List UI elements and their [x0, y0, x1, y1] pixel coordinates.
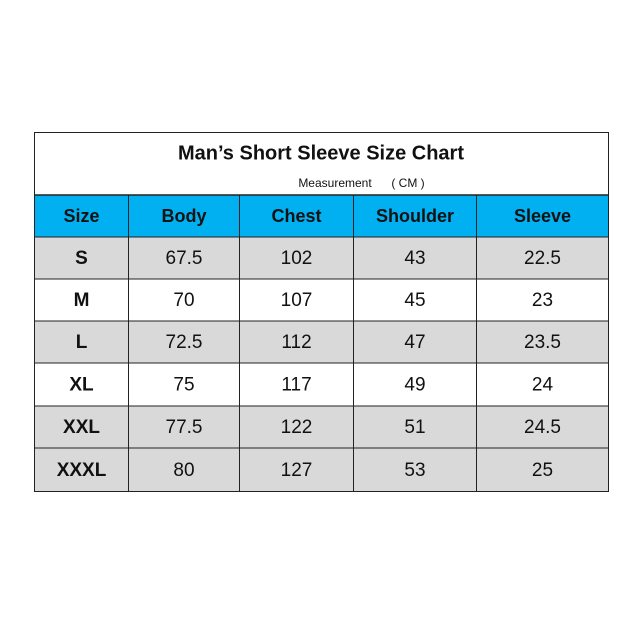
cell: 80 — [173, 460, 194, 481]
size-label: XL — [69, 375, 94, 396]
title: Man’s Short Sleeve Size Chart — [178, 142, 464, 164]
cell: 107 — [281, 290, 313, 311]
cell: 53 — [404, 460, 425, 481]
subtitle: Measurement — [298, 176, 372, 190]
cell: 45 — [404, 290, 425, 311]
size-label: L — [76, 332, 88, 353]
cell: 47 — [404, 332, 425, 353]
header-row — [34, 194, 609, 238]
cell: 43 — [404, 248, 425, 269]
cell: 24.5 — [524, 417, 561, 438]
table-row — [34, 278, 609, 322]
cell: 72.5 — [166, 332, 203, 353]
cell: 102 — [281, 248, 313, 269]
table-row — [34, 236, 609, 280]
cell: 117 — [281, 375, 311, 396]
table-row — [34, 405, 609, 449]
cell: 75 — [173, 375, 194, 396]
cell: 51 — [404, 417, 425, 438]
size-label: M — [74, 290, 90, 311]
cell: 23.5 — [524, 332, 561, 353]
unit: ( CM ) — [391, 176, 424, 190]
column-header: Sleeve — [514, 206, 571, 226]
column-header: Chest — [271, 206, 321, 226]
size-label: XXL — [63, 417, 100, 438]
column-header: Size — [63, 206, 99, 226]
cell: 122 — [281, 417, 313, 438]
cell: 112 — [281, 332, 311, 353]
size-label: XXXL — [57, 460, 107, 481]
cell: 77.5 — [166, 417, 203, 438]
table-row — [34, 447, 609, 492]
cell: 22.5 — [524, 248, 561, 269]
size-label: S — [75, 248, 88, 269]
column-header: Shoulder — [376, 206, 454, 226]
cell: 49 — [404, 375, 425, 396]
cell: 67.5 — [166, 248, 203, 269]
cell: 25 — [532, 460, 553, 481]
table-row — [34, 320, 609, 364]
column-header: Body — [162, 206, 207, 226]
cell: 23 — [532, 290, 553, 311]
cell: 70 — [173, 290, 194, 311]
table-row — [34, 362, 609, 407]
cell: 24 — [532, 375, 554, 396]
table-grid: Size Body Chest Shoulder Sleeve S 67.5 102 43 22.… — [34, 194, 609, 492]
cell: 127 — [281, 460, 313, 481]
